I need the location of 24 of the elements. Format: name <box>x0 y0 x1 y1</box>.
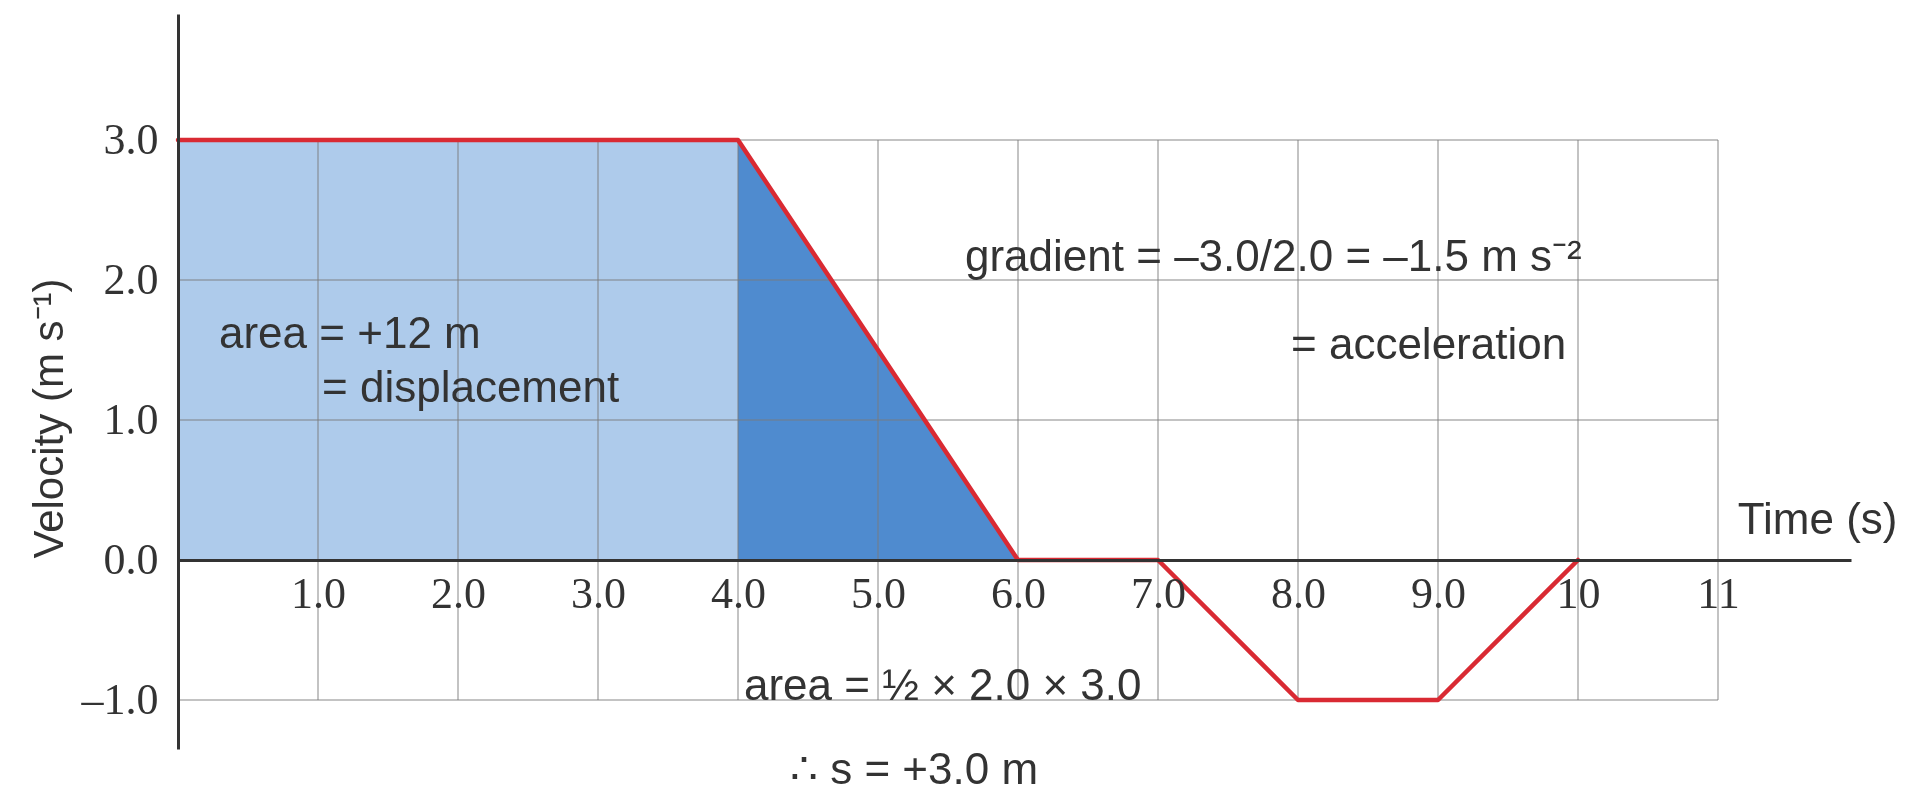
x-tick-label: 2.0 <box>431 568 486 618</box>
y-tick-label: 2.0 <box>103 254 159 304</box>
x-tick-label: 1.0 <box>291 568 346 618</box>
annotation: = acceleration <box>1291 319 1567 368</box>
y-tick-label: –1.0 <box>80 674 159 724</box>
y-axis-title: Velocity (m s⁻¹) <box>24 278 72 559</box>
y-tick-label: 0.0 <box>103 534 159 584</box>
annotation: gradient = –3.0/2.0 = –1.5 m s⁻² <box>965 231 1582 280</box>
x-tick-label: 8.0 <box>1271 568 1326 618</box>
x-tick-label: 4.0 <box>711 568 766 618</box>
y-tick-label: 1.0 <box>103 394 159 444</box>
x-tick-label: 5.0 <box>851 568 906 618</box>
x-tick-label: 7.0 <box>1131 568 1186 618</box>
x-tick-label: 10 <box>1556 568 1601 618</box>
x-tick-label: 11 <box>1697 568 1740 618</box>
x-tick-label: 9.0 <box>1411 568 1466 618</box>
x-tick-label: 3.0 <box>571 568 626 618</box>
annotation: area = ½ × 2.0 × 3.0 <box>744 660 1142 709</box>
annotation: ∴ s = +3.0 m <box>790 744 1039 793</box>
y-tick-label: 3.0 <box>103 114 159 164</box>
annotation: area = +12 m <box>219 308 481 357</box>
x-tick-label: 6.0 <box>991 568 1046 618</box>
annotation: = displacement <box>322 362 620 411</box>
x-axis-title: Time (s) <box>1737 493 1898 543</box>
